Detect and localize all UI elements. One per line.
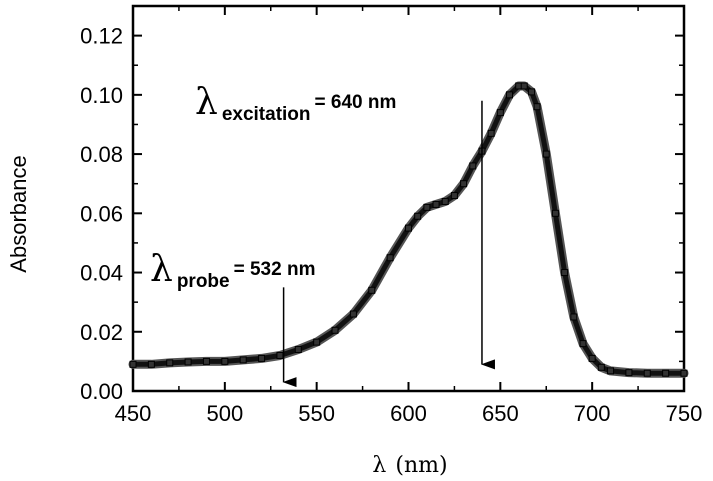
data-point	[460, 180, 468, 188]
data-point	[570, 313, 578, 321]
x-axis-title: λ (nm)	[372, 453, 447, 478]
y-tick-label: 0.00	[80, 379, 123, 404]
data-point	[625, 369, 633, 377]
data-point	[496, 109, 504, 117]
y-tick-label: 0.08	[80, 142, 123, 167]
annotation-probe-subscript: probe	[177, 271, 230, 292]
annotation-excitation-symbol: λ	[195, 82, 218, 123]
data-point	[239, 356, 247, 364]
data-point	[450, 192, 458, 200]
data-point	[597, 363, 605, 371]
data-point	[561, 269, 569, 277]
data-point	[202, 357, 210, 365]
x-tick-label: 450	[115, 401, 152, 426]
annotation-excitation: λ excitation = 640 nm	[195, 82, 396, 125]
data-point	[184, 358, 192, 366]
annotation-excitation-subscript: excitation	[222, 104, 311, 125]
x-tick-label: 600	[390, 401, 427, 426]
data-point	[662, 369, 670, 377]
data-point	[313, 338, 321, 346]
x-tick-label: 750	[666, 401, 703, 426]
data-point	[258, 354, 266, 362]
data-point	[423, 203, 431, 211]
data-point	[349, 310, 357, 318]
data-point	[331, 326, 339, 334]
data-point	[579, 340, 587, 348]
annotation-probe: λ probe = 532 nm	[150, 249, 315, 292]
data-point	[680, 369, 688, 377]
data-point	[469, 162, 477, 170]
data-point	[643, 369, 651, 377]
data-point	[221, 357, 229, 365]
tick-labels: 450 500 550 600 650 700 750 0.00 0.02 0.04 0.06 0.0…	[80, 24, 702, 426]
data-point	[166, 359, 174, 367]
axis-ticks	[132, 6, 685, 392]
x-axis-unit: (nm)	[395, 453, 447, 478]
data-point	[533, 103, 541, 111]
y-tick-label: 0.06	[80, 201, 123, 226]
plot-area-frame	[131, 4, 686, 393]
data-point	[542, 150, 550, 158]
y-axis-title: Absorbance	[6, 155, 31, 272]
data-point	[528, 88, 536, 96]
data-point	[386, 254, 394, 262]
y-tick-label: 0.12	[80, 24, 123, 49]
x-tick-label: 500	[206, 401, 243, 426]
y-tick-label: 0.02	[80, 320, 123, 345]
y-tick-label: 0.10	[80, 83, 123, 108]
data-point	[551, 209, 559, 217]
series-points	[129, 82, 688, 377]
data-point	[441, 197, 449, 205]
y-tick-label: 0.04	[80, 261, 123, 286]
data-point	[276, 351, 284, 359]
data-point	[294, 346, 302, 354]
x-axis-symbol: λ	[372, 453, 386, 478]
x-tick-label: 700	[574, 401, 611, 426]
annotation-probe-symbol: λ	[150, 249, 173, 290]
data-point	[432, 200, 440, 208]
x-tick-label: 650	[482, 401, 519, 426]
x-tick-label: 550	[298, 401, 335, 426]
data-point	[368, 286, 376, 294]
data-point	[588, 354, 596, 362]
data-point	[129, 360, 137, 368]
data-point	[520, 82, 528, 90]
data-point	[487, 129, 495, 137]
annotation-excitation-value: = 640 nm	[315, 92, 397, 113]
data-point	[405, 224, 412, 232]
data-point	[607, 367, 615, 375]
annotation-probe-value: = 532 nm	[234, 259, 316, 280]
data-point	[506, 91, 514, 99]
data-point	[147, 360, 155, 368]
data-point	[414, 212, 422, 220]
